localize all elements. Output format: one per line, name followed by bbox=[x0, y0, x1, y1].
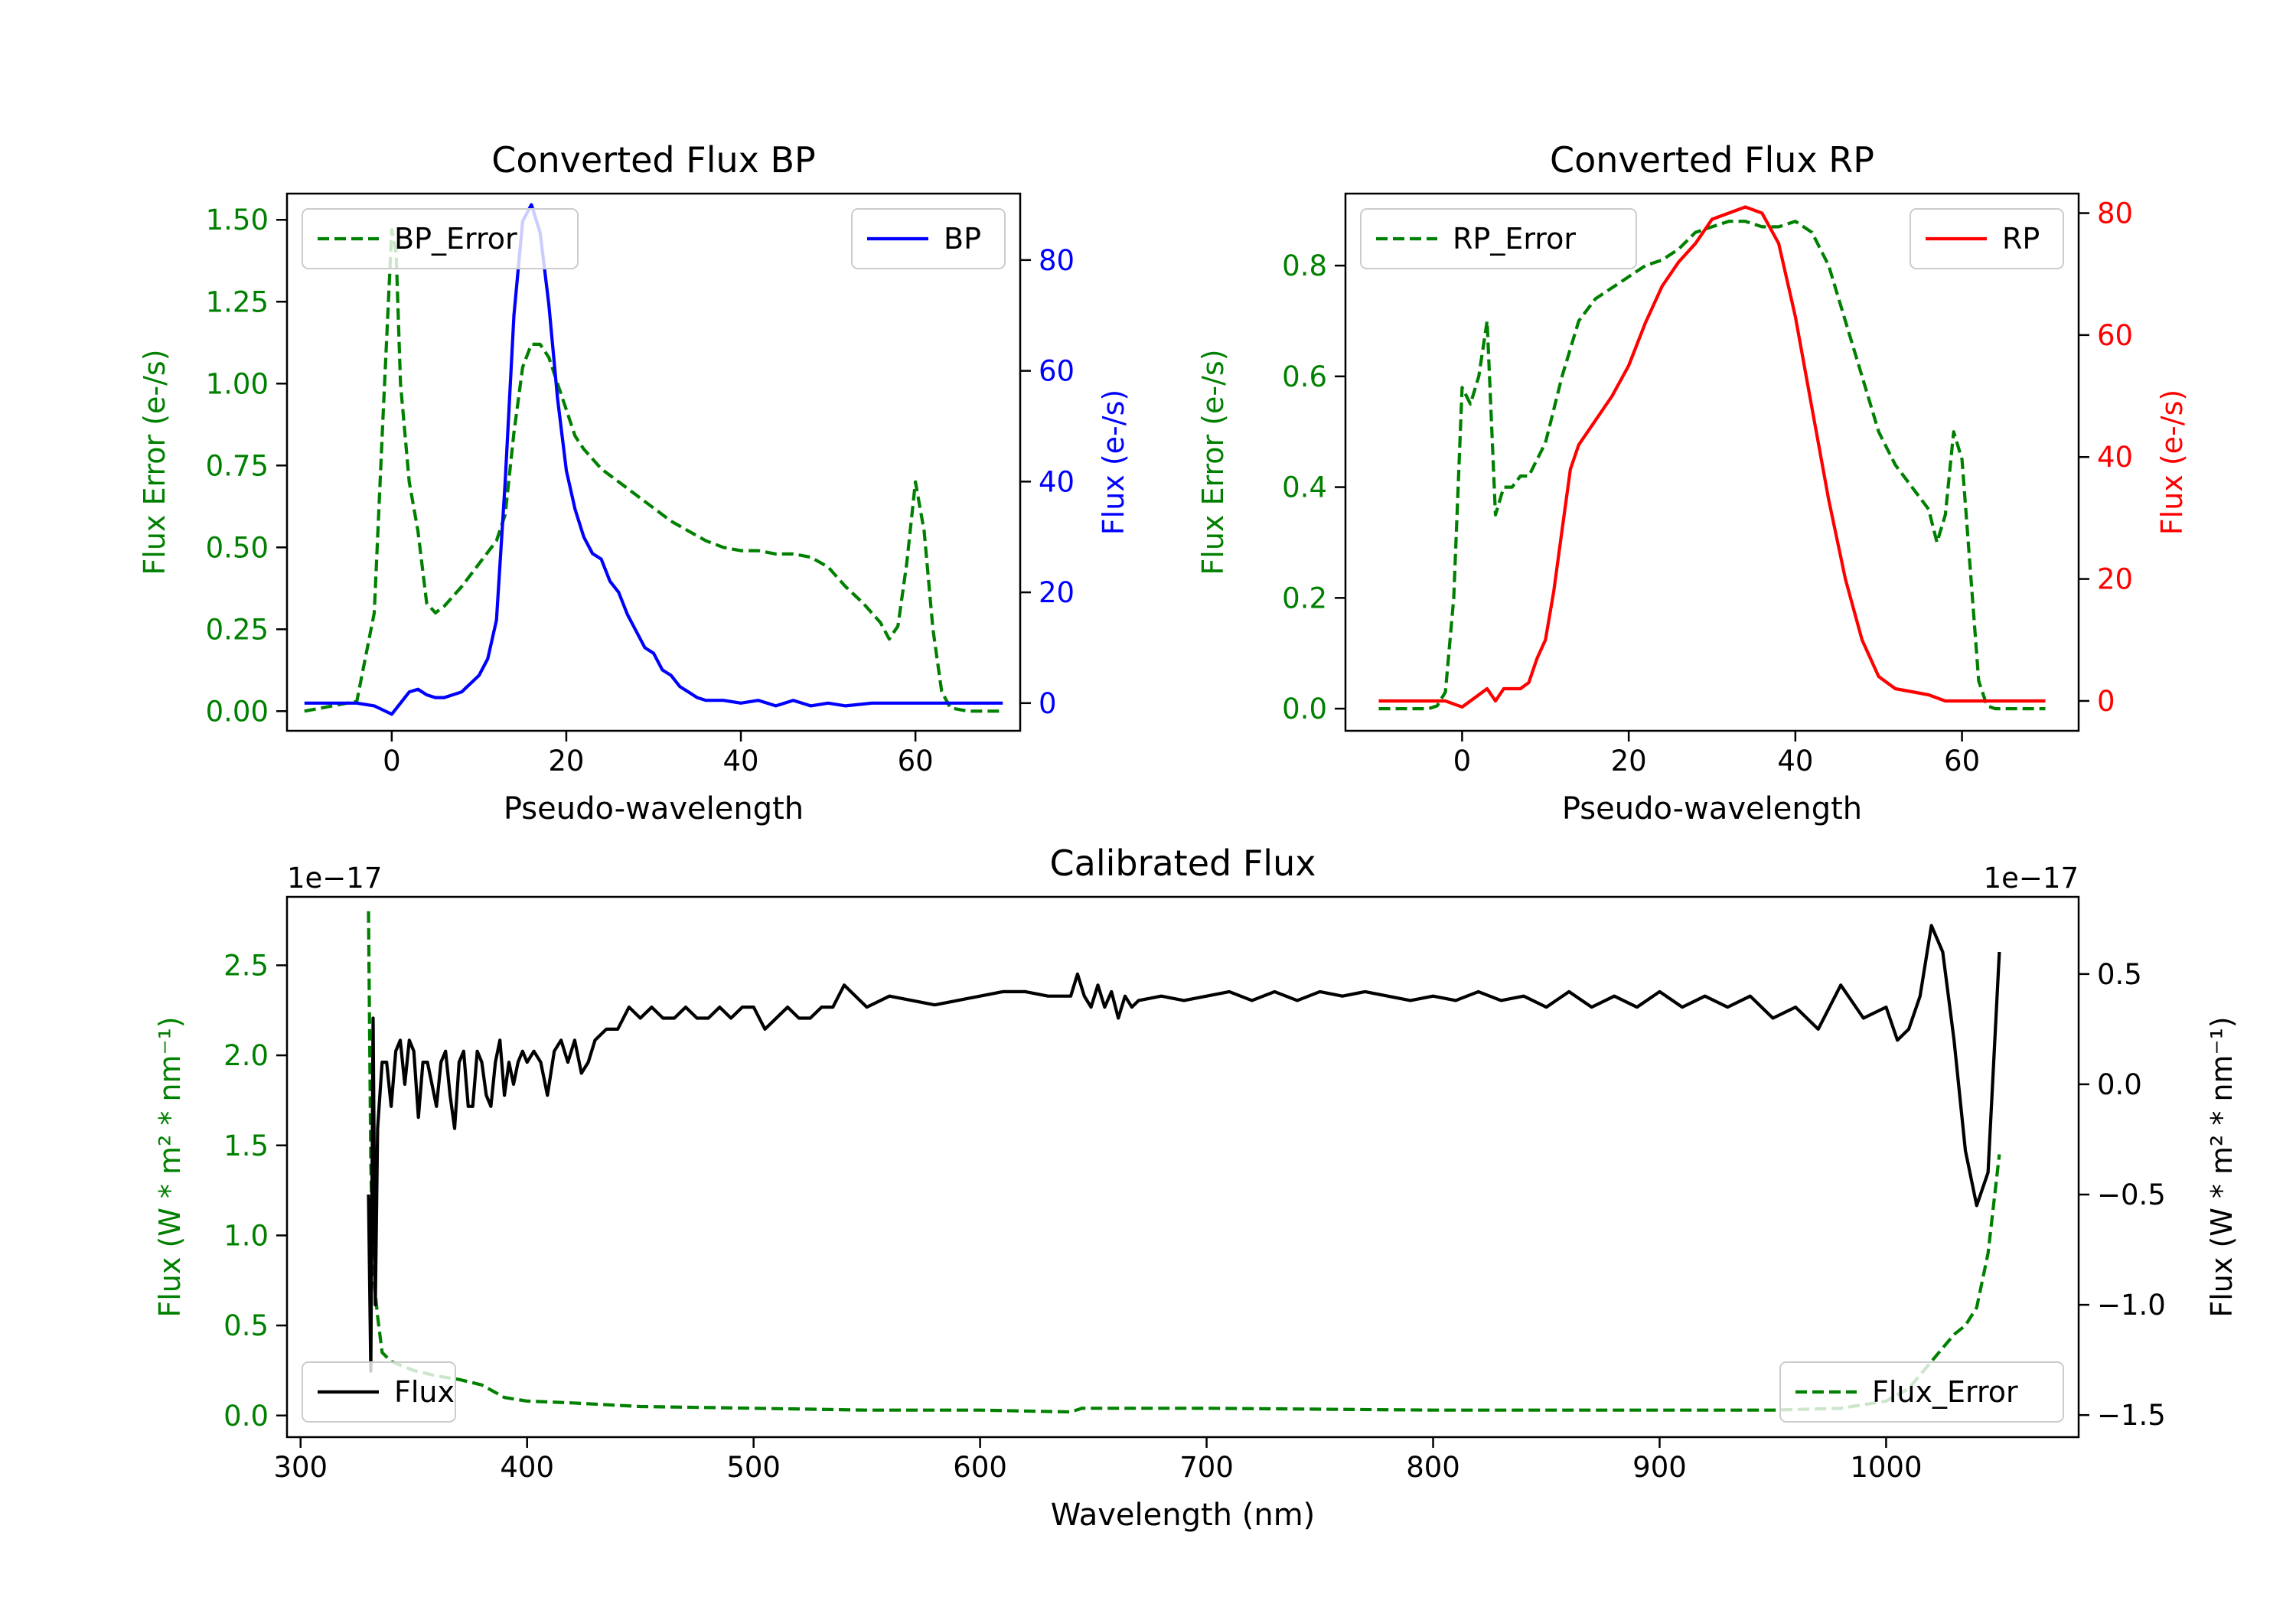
y-left-tick-label: 1.25 bbox=[206, 285, 269, 318]
x-tick-label: 1000 bbox=[1850, 1451, 1922, 1484]
plot-frame bbox=[285, 895, 2080, 1439]
y-left-tick-label: 0.5 bbox=[223, 1309, 269, 1342]
chart-title: Converted Flux RP bbox=[1550, 139, 1874, 181]
y-left-tick-label: 0.8 bbox=[1282, 249, 1327, 282]
x-tick-label: 0 bbox=[383, 745, 401, 777]
y-right-tick-label: 0.5 bbox=[2097, 958, 2142, 991]
legend-label: RP_Error bbox=[1453, 222, 1576, 256]
y-left-tick-label: 0.00 bbox=[206, 695, 269, 728]
y-right-tick-label: 20 bbox=[1039, 576, 1075, 609]
y-left-axis-label: Flux Error (e-/s) bbox=[1196, 349, 1230, 575]
y-right-tick-label: 80 bbox=[1039, 244, 1075, 277]
x-tick-label: 500 bbox=[726, 1451, 781, 1484]
chart-title: Converted Flux BP bbox=[491, 139, 816, 181]
x-tick-label: 40 bbox=[723, 745, 759, 777]
x-tick-label: 60 bbox=[1944, 745, 1980, 777]
x-tick-label: 700 bbox=[1179, 1451, 1234, 1484]
x-axis-label: Wavelength (nm) bbox=[1051, 1498, 1316, 1533]
legend-box bbox=[1360, 208, 1637, 269]
bp-chart: 0 20 40 60 Pseudo-wavelength 0.00 0.25 0.50 0.75… bbox=[138, 139, 1130, 826]
y-right-tick-label: 40 bbox=[2097, 441, 2133, 474]
series-line-rp bbox=[1378, 205, 2046, 709]
y-left-axis-label: Flux Error (e-/s) bbox=[138, 349, 171, 575]
y-left-tick-label: 0.0 bbox=[1282, 693, 1327, 725]
series-line-bp bbox=[304, 203, 1003, 716]
y-left-tick-label: 1.50 bbox=[206, 204, 269, 236]
y-left-tick-label: 2.5 bbox=[223, 949, 269, 982]
y-left-tick-label: 0.4 bbox=[1282, 471, 1327, 504]
x-tick-label: 0 bbox=[1453, 745, 1472, 777]
y-right-axis-label: Flux (W * m² * nm⁻¹) bbox=[2205, 1016, 2239, 1317]
y-right-tick-label: −1.0 bbox=[2097, 1289, 2166, 1322]
y-right-axis-label: Flux (e-/s) bbox=[2155, 390, 2189, 535]
series-line-rp-error bbox=[1378, 220, 2046, 711]
y-left-tick-label: 0.6 bbox=[1282, 360, 1327, 393]
offset-left-label: 1e−17 bbox=[287, 862, 382, 895]
y-left-tick-label: 1.00 bbox=[206, 367, 269, 400]
rp-chart: 0 20 40 60 Pseudo-wavelength 0.0 0.2 0.4 0.6 0.8 0… bbox=[1196, 139, 2189, 826]
x-tick-label: 300 bbox=[273, 1451, 328, 1484]
y-right-tick-label: −0.5 bbox=[2097, 1178, 2166, 1211]
y-left-tick-label: 0.0 bbox=[223, 1400, 269, 1433]
y-right-axis-label: Flux (e-/s) bbox=[1097, 390, 1130, 535]
y-right-tick-label: 80 bbox=[2097, 197, 2133, 230]
y-right-tick-label: 0 bbox=[2097, 685, 2115, 718]
series-line-flux bbox=[367, 924, 2001, 1373]
x-tick-label: 600 bbox=[953, 1451, 1007, 1484]
y-left-tick-label: 0.75 bbox=[206, 449, 269, 482]
x-tick-label: 40 bbox=[1777, 745, 1813, 777]
chart-title: Calibrated Flux bbox=[1050, 843, 1316, 884]
y-left-axis-label: Flux (W * m² * nm⁻¹) bbox=[153, 1016, 187, 1317]
series-line-bp-error bbox=[304, 228, 1003, 713]
plot-frame bbox=[285, 192, 1022, 732]
legend-label: Flux_Error bbox=[1872, 1375, 2018, 1409]
legend-label: BP_Error bbox=[394, 222, 517, 256]
x-tick-label: 20 bbox=[1611, 745, 1647, 777]
legend-label: RP bbox=[2002, 222, 2040, 256]
y-right-tick-label: 0 bbox=[1039, 687, 1057, 720]
y-left-tick-label: 1.5 bbox=[223, 1129, 269, 1162]
plot-frame bbox=[1344, 192, 2080, 732]
x-axis-label: Pseudo-wavelength bbox=[1562, 791, 1862, 826]
legend-label: BP bbox=[944, 222, 981, 256]
x-tick-label: 800 bbox=[1406, 1451, 1460, 1484]
legend-box bbox=[302, 208, 579, 269]
y-right-tick-label: 20 bbox=[2097, 563, 2133, 596]
y-left-tick-label: 0.50 bbox=[206, 531, 269, 564]
x-axis-label: Pseudo-wavelength bbox=[504, 791, 804, 826]
y-right-tick-label: −1.5 bbox=[2097, 1399, 2166, 1432]
legend-label: Flux bbox=[394, 1375, 455, 1409]
y-right-tick-label: 60 bbox=[1039, 355, 1075, 388]
y-left-tick-label: 1.0 bbox=[223, 1219, 269, 1252]
y-left-tick-label: 0.25 bbox=[206, 613, 269, 646]
offset-right-label: 1e−17 bbox=[1984, 862, 2079, 895]
y-left-tick-label: 0.2 bbox=[1282, 582, 1327, 614]
y-left-tick-label: 2.0 bbox=[223, 1039, 269, 1072]
x-tick-label: 400 bbox=[500, 1451, 554, 1484]
y-right-tick-label: 0.0 bbox=[2097, 1068, 2142, 1101]
y-right-tick-label: 60 bbox=[2097, 319, 2133, 352]
x-tick-label: 900 bbox=[1632, 1451, 1687, 1484]
x-tick-label: 60 bbox=[898, 745, 934, 777]
legend-box bbox=[1779, 1361, 2064, 1423]
x-tick-label: 20 bbox=[548, 745, 584, 777]
calibrated-chart: 300 400 500 600 700 800 900 1000 Wavelength (nm)… bbox=[153, 843, 2239, 1533]
y-right-tick-label: 40 bbox=[1039, 465, 1075, 498]
